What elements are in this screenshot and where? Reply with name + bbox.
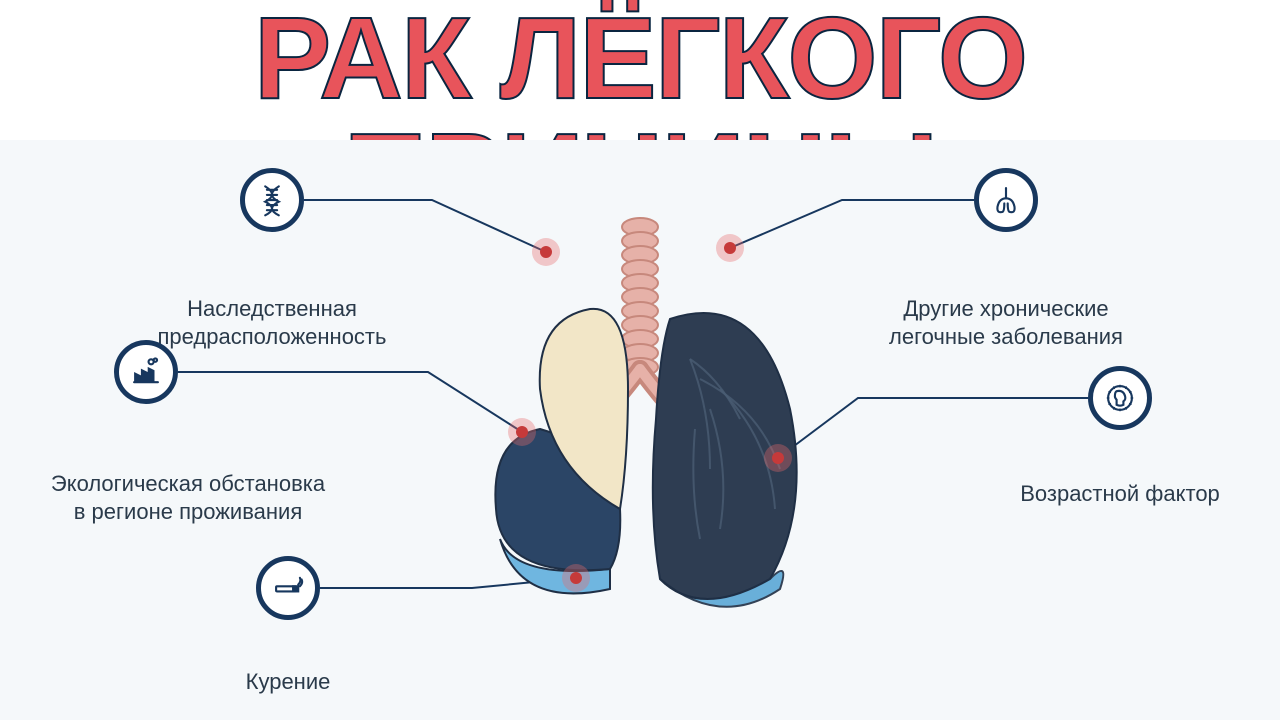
environment-hotspot target-marker-icon	[508, 418, 536, 446]
diagram-area: Наследственнаяпредрасположенность Экологи…	[0, 140, 1280, 720]
heredity-label: Наследственнаяпредрасположенность	[132, 295, 412, 350]
heredity-icon dna-icon	[240, 168, 304, 232]
environment-label: Экологическая обстановкав регионе прожив…	[28, 470, 348, 525]
chronic-hotspot target-marker-icon	[716, 234, 744, 262]
heredity-hotspot target-marker-icon	[532, 238, 560, 266]
chronic-icon lungs-icon	[974, 168, 1038, 232]
smoking-label: Курение	[188, 668, 388, 696]
chronic-label: Другие хроническиелегочные заболевания	[856, 295, 1156, 350]
age-label: Возрастной фактор	[990, 480, 1250, 508]
age-icon clock-head-icon	[1088, 366, 1152, 430]
smoking-icon cigarette-icon	[256, 556, 320, 620]
environment-icon factory-icon	[114, 340, 178, 404]
age-hotspot target-marker-icon	[764, 444, 792, 472]
smoking-hotspot target-marker-icon	[562, 564, 590, 592]
